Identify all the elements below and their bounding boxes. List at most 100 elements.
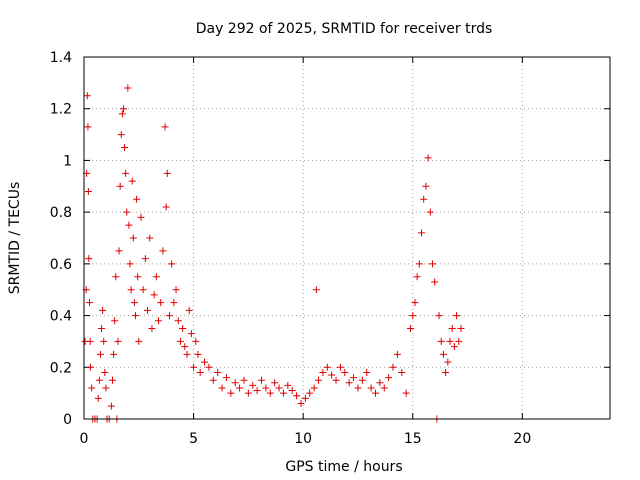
data-point <box>439 350 447 358</box>
data-point <box>402 389 410 397</box>
data-point <box>284 381 292 389</box>
data-point <box>222 374 230 382</box>
data-point <box>122 169 130 177</box>
data-point <box>196 368 204 376</box>
data-point <box>218 384 226 392</box>
data-point <box>119 105 127 113</box>
y-axis-label: SRMTID / TECUs <box>7 182 23 295</box>
data-point <box>240 376 248 384</box>
data-point <box>431 278 439 286</box>
y-tick-label: 0.2 <box>50 360 72 376</box>
data-point <box>415 260 423 268</box>
y-tick-label: 1 <box>63 153 72 169</box>
data-point <box>181 343 189 351</box>
data-point <box>426 208 434 216</box>
grid-lines <box>84 57 610 419</box>
data-point <box>194 350 202 358</box>
x-tick-label: 10 <box>294 431 312 447</box>
y-tick-label: 0 <box>63 412 72 428</box>
data-point <box>418 229 426 237</box>
data-point <box>420 195 428 203</box>
data-point <box>209 376 217 384</box>
data-point <box>141 255 149 263</box>
data-point <box>159 247 167 255</box>
data-point <box>128 177 136 185</box>
chart-title: Day 292 of 2025, SRMTID for receiver trd… <box>196 21 493 37</box>
data-points <box>81 84 465 423</box>
data-point <box>457 325 465 332</box>
data-point <box>116 182 124 190</box>
data-point <box>155 317 163 325</box>
data-point <box>121 144 129 151</box>
data-point <box>83 92 91 100</box>
y-tick-label: 0.6 <box>50 257 72 273</box>
data-point <box>214 368 222 376</box>
data-point <box>393 350 401 358</box>
data-point <box>435 312 443 320</box>
data-point <box>101 368 109 376</box>
data-point <box>96 350 104 358</box>
data-point <box>85 299 93 307</box>
data-point <box>244 389 252 397</box>
data-point <box>350 374 358 382</box>
data-point <box>332 376 340 384</box>
data-point <box>107 402 115 410</box>
data-point <box>174 317 182 325</box>
data-point <box>168 260 176 268</box>
y-tick-label: 1.4 <box>50 50 72 66</box>
data-point <box>253 387 261 395</box>
data-point <box>371 389 379 397</box>
y-tick-label: 0.4 <box>50 309 72 325</box>
data-point <box>192 337 200 345</box>
data-point <box>437 337 445 345</box>
data-point <box>139 286 147 294</box>
data-point <box>262 384 270 392</box>
data-point <box>118 110 126 118</box>
data-point <box>152 273 160 281</box>
data-point <box>413 273 421 281</box>
data-point <box>301 394 309 402</box>
data-point <box>100 337 108 345</box>
data-point <box>258 376 266 384</box>
data-point <box>163 169 171 177</box>
data-point <box>112 273 120 281</box>
data-point <box>315 376 323 384</box>
data-point <box>411 299 419 307</box>
data-point <box>123 208 131 216</box>
data-point <box>125 221 133 229</box>
data-point <box>161 123 169 131</box>
data-point <box>129 234 137 242</box>
x-tick-label: 5 <box>189 431 198 447</box>
data-point <box>336 363 344 371</box>
data-point <box>448 325 456 332</box>
data-point <box>150 291 158 299</box>
data-point <box>398 368 406 376</box>
data-point <box>187 330 195 338</box>
data-point <box>114 337 122 345</box>
data-point <box>144 306 152 314</box>
data-point <box>380 384 388 392</box>
data-point <box>137 213 145 221</box>
data-point <box>450 343 458 351</box>
data-point <box>110 350 118 358</box>
plot-frame <box>83 56 611 420</box>
data-point <box>275 384 283 392</box>
data-point <box>249 381 257 389</box>
data-point <box>288 387 296 395</box>
data-point <box>165 312 173 320</box>
data-point <box>148 325 156 332</box>
data-point <box>87 363 95 371</box>
data-point <box>170 299 178 307</box>
data-point <box>409 312 417 320</box>
data-point <box>319 368 327 376</box>
data-point <box>424 154 432 162</box>
data-point <box>293 392 301 400</box>
data-point <box>133 195 141 203</box>
data-point <box>179 325 187 332</box>
data-point <box>95 376 103 384</box>
data-point <box>453 312 461 320</box>
data-point <box>108 376 116 384</box>
data-point <box>176 337 184 345</box>
data-point <box>345 379 353 387</box>
